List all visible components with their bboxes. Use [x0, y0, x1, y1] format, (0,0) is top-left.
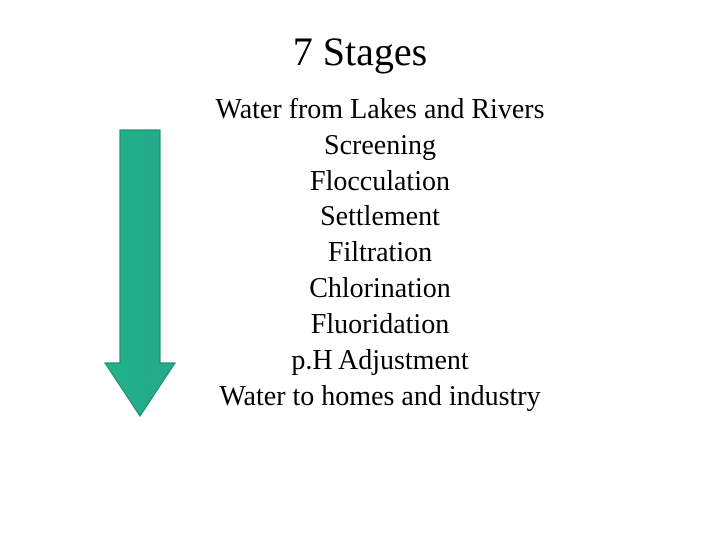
stage-item: Settlement [180, 199, 580, 235]
stage-item: Flocculation [180, 164, 580, 200]
slide: 7 Stages Water from Lakes and Rivers Scr… [0, 0, 720, 540]
stages-list: Water from Lakes and Rivers Screening Fl… [180, 92, 580, 414]
stage-item: Water from Lakes and Rivers [180, 92, 580, 128]
stage-item: p.H Adjustment [180, 343, 580, 379]
stage-item: Screening [180, 128, 580, 164]
down-arrow-icon [100, 128, 180, 428]
stage-item: Filtration [180, 235, 580, 271]
stage-item: Chlorination [180, 271, 580, 307]
stage-item: Fluoridation [180, 307, 580, 343]
page-title: 7 Stages [0, 28, 720, 75]
stage-item: Water to homes and industry [180, 379, 580, 415]
